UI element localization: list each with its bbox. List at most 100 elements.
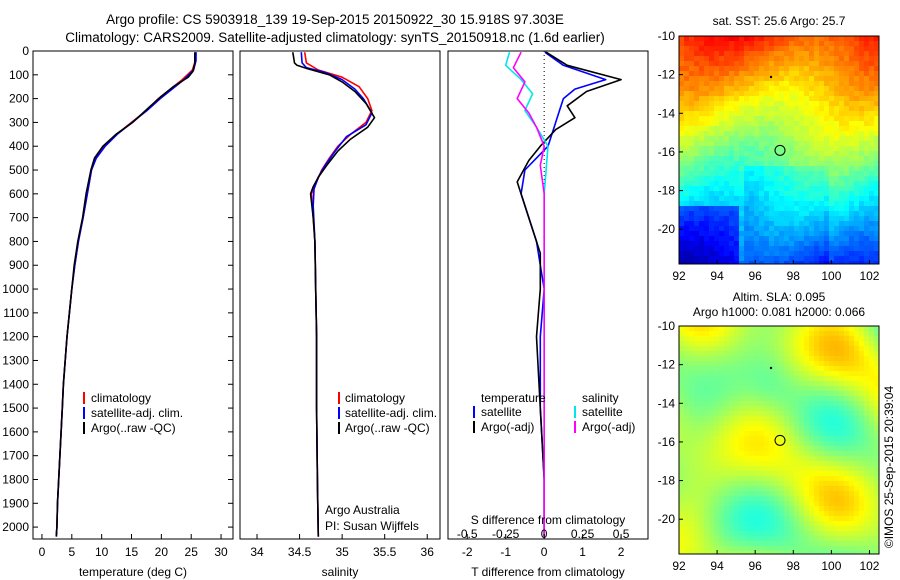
sla-cell [819, 471, 825, 477]
sst-cell [849, 91, 855, 97]
sst-cell [849, 241, 855, 247]
sla-cell [729, 546, 735, 552]
sst-cell [849, 86, 855, 92]
sla-cell [864, 346, 870, 352]
sst-cell [864, 121, 870, 127]
sla-cell [869, 471, 875, 477]
sla-cell [869, 326, 875, 332]
sst-cell [829, 196, 835, 202]
sla-cell [719, 511, 725, 517]
sla-cell [744, 346, 750, 352]
sla-cell [829, 451, 835, 457]
sla-cell [704, 481, 710, 487]
sst-cell [749, 61, 755, 67]
sst-cell [824, 61, 830, 67]
sst-cell [849, 156, 855, 162]
sla-cell [854, 471, 860, 477]
sst-cell [849, 36, 855, 42]
sla-cell [684, 511, 690, 517]
sst-cell [774, 156, 780, 162]
sst-cell [714, 176, 720, 182]
sla-cell [719, 341, 725, 347]
sla-cell [779, 496, 785, 502]
sst-cell [854, 91, 860, 97]
sla-cell [859, 336, 865, 342]
sla-cell [784, 441, 790, 447]
sst-cell [694, 46, 700, 52]
sst-cell [779, 101, 785, 107]
sst-cell [854, 261, 860, 264]
sla-cell [874, 461, 879, 467]
sst-cell [714, 96, 720, 102]
sst-cell [849, 126, 855, 132]
sst-cell [714, 181, 720, 187]
sst-cell [754, 221, 760, 227]
sst-cell [789, 86, 795, 92]
sla-cell [839, 416, 845, 422]
sla-cell [689, 416, 695, 422]
sla-cell [824, 461, 830, 467]
sst-cell [739, 186, 745, 192]
sst-cell [739, 71, 745, 77]
sla-cell [739, 546, 745, 552]
sst-cell [764, 106, 770, 112]
sla-cell [709, 356, 715, 362]
sst-cell [689, 81, 695, 87]
sla-cell [694, 371, 700, 377]
sla-cell [829, 401, 835, 407]
sla-cell [814, 326, 820, 332]
sst-cell [839, 96, 845, 102]
sst-cell [719, 61, 725, 67]
sla-cell [739, 506, 745, 512]
sla-cell [754, 501, 760, 507]
sla-cell [759, 491, 765, 497]
sst-cell [869, 101, 875, 107]
sla-cell [789, 436, 795, 442]
sst-cell [779, 51, 785, 57]
sst-cell [794, 201, 800, 207]
sla-cell [729, 386, 735, 392]
sst-cell [834, 106, 840, 112]
sla-cell [759, 411, 765, 417]
sst-cell [759, 141, 765, 147]
sst-cell [819, 221, 825, 227]
sst-cell [734, 216, 740, 222]
sla-cell [749, 436, 755, 442]
sst-cell [684, 41, 690, 47]
sst-cell [829, 201, 835, 207]
sst-cell [729, 181, 735, 187]
sst-cell [759, 111, 765, 117]
sla-cell [864, 471, 870, 477]
sst-cell [719, 46, 725, 52]
sst-cell [849, 56, 855, 62]
sst-cell [699, 156, 705, 162]
sst-cell [784, 56, 790, 62]
sst-cell [709, 216, 715, 222]
sst-cell [719, 96, 725, 102]
sst-cell [764, 66, 770, 72]
sla-cell [854, 536, 860, 542]
sst-cell [679, 66, 685, 72]
sla-cell [829, 426, 835, 432]
sst-cell [804, 256, 810, 262]
argo-track-dot [769, 366, 773, 370]
sst-cell [864, 226, 870, 232]
sla-cell [744, 431, 750, 437]
sla-cell [724, 531, 730, 537]
sla-cell [874, 516, 879, 522]
sla-cell [804, 336, 810, 342]
sst-cell [804, 151, 810, 157]
sst-cell [804, 111, 810, 117]
sla-cell [799, 396, 805, 402]
sst-cell [859, 206, 865, 212]
sst-cell [714, 166, 720, 172]
sla-cell [689, 381, 695, 387]
sst-cell [714, 246, 720, 252]
sst-cell [694, 161, 700, 167]
sla-cell [694, 446, 700, 452]
sla-cell [854, 441, 860, 447]
sst-cell [679, 196, 685, 202]
sla-cell [684, 381, 690, 387]
sla-cell [754, 386, 760, 392]
sst-cell [724, 71, 730, 77]
